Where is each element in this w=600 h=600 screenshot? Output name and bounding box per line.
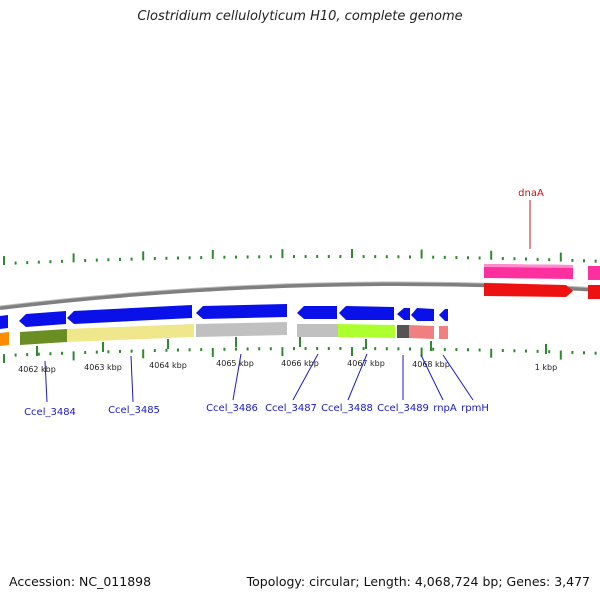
feature-bar bbox=[0, 332, 9, 346]
dnaA-feature-bar-highlight bbox=[484, 264, 573, 268]
inner-tick-ring bbox=[3, 347, 597, 364]
gene-arrow bbox=[0, 315, 8, 329]
map-title: Clostridium cellulolyticum H10, complete… bbox=[137, 9, 463, 24]
gene-arrow bbox=[439, 309, 448, 321]
feature-bar bbox=[338, 324, 395, 338]
feature-bar bbox=[397, 325, 409, 338]
gene-label-dnaA[interactable]: dnaA bbox=[518, 188, 544, 199]
forward-strand-genes bbox=[0, 304, 448, 329]
dnaA-region bbox=[484, 200, 600, 299]
kbp-label: 4064 kbp bbox=[149, 361, 187, 370]
feature-bar bbox=[439, 326, 448, 339]
gene-arrow bbox=[397, 308, 410, 320]
gene-leader-line bbox=[420, 354, 444, 401]
accession-text: Accession: NC_011898 bbox=[9, 574, 152, 589]
gene-leader-line bbox=[232, 353, 242, 401]
genome-summary-text: Topology: circular; Length: 4,068,724 bp… bbox=[246, 574, 590, 589]
gene-label-ccel-3486[interactable]: Ccel_3486 bbox=[206, 403, 258, 414]
feature-bar bbox=[20, 329, 67, 345]
gene-leader-line bbox=[292, 353, 319, 401]
feature-bar bbox=[409, 325, 434, 339]
gene-leaders bbox=[44, 353, 474, 403]
kbp-label: 4065 kbp bbox=[216, 359, 254, 368]
kbp-label: 4066 kbp bbox=[281, 359, 319, 368]
gene-arrow bbox=[297, 306, 337, 319]
gene-arrow bbox=[411, 308, 434, 321]
gene-label-ccel-3485[interactable]: Ccel_3485 bbox=[108, 405, 160, 416]
kbp-label: 1 kbp bbox=[535, 363, 557, 372]
gene-arrow bbox=[196, 304, 287, 319]
gene-label-rnpA[interactable]: rnpA bbox=[433, 403, 457, 414]
gene-leader-line bbox=[130, 355, 134, 403]
kbp-label: 4068 kbp bbox=[412, 360, 450, 369]
dnaA-neighbor-arrow bbox=[588, 285, 600, 299]
gene-arrow bbox=[339, 306, 394, 320]
feature-bar bbox=[297, 324, 338, 337]
gene-label-rpmH[interactable]: rpmH bbox=[461, 403, 489, 414]
kbp-label: 4063 kbp bbox=[84, 363, 122, 372]
kbp-label: 4067 kbp bbox=[347, 359, 385, 368]
feature-bar bbox=[196, 322, 287, 337]
dnaA-gene-arrow bbox=[484, 283, 573, 297]
gene-leader-line bbox=[347, 353, 368, 401]
kbp-label: 4062 kbp bbox=[18, 365, 56, 374]
dnaA-neighbor-bar bbox=[588, 266, 600, 280]
gene-leader-line bbox=[442, 354, 474, 401]
kbp-scale: 4062 kbp 4063 kbp 4064 kbp 4065 kbp 4066… bbox=[18, 337, 557, 374]
gene-label-ccel-3488[interactable]: Ccel_3488 bbox=[321, 403, 373, 414]
gene-label-ccel-3484[interactable]: Ccel_3484 bbox=[24, 407, 76, 418]
gene-arrow bbox=[67, 305, 192, 324]
gene-label-ccel-3489[interactable]: Ccel_3489 bbox=[377, 403, 429, 414]
feature-bars bbox=[0, 322, 448, 346]
outer-tick-ring bbox=[3, 249, 597, 266]
gene-labels: Ccel_3484 Ccel_3485 Ccel_3486 Ccel_3487 … bbox=[24, 188, 544, 418]
gene-leader-line bbox=[44, 360, 48, 403]
gene-arrow bbox=[19, 311, 66, 327]
feature-bar bbox=[67, 324, 194, 342]
gene-label-ccel-3487[interactable]: Ccel_3487 bbox=[265, 403, 317, 414]
